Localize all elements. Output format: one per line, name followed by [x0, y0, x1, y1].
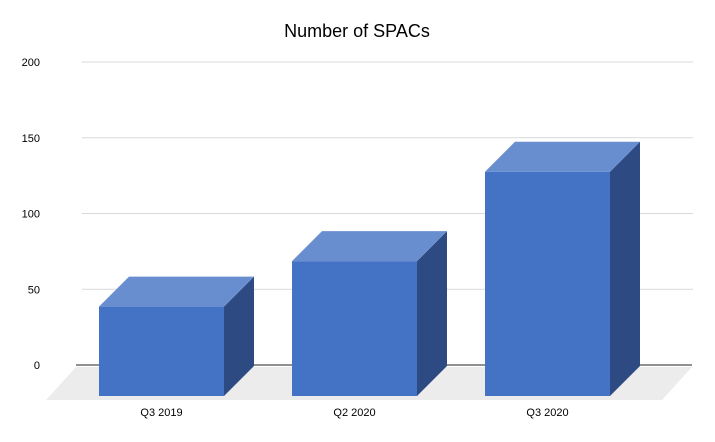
x-axis-ticks: Q3 2019 Q2 2020 Q3 2020 [140, 407, 568, 419]
y-axis-ticks: 0 50 100 150 200 [22, 57, 40, 372]
y-tick-label: 150 [22, 133, 40, 145]
x-tick-label: Q3 2019 [140, 407, 182, 419]
bar-top-face [292, 231, 447, 262]
bar [292, 231, 447, 396]
y-tick-label: 0 [34, 360, 40, 372]
bar-side-face [610, 141, 640, 396]
bar [99, 276, 254, 396]
bar-top-face [99, 276, 254, 307]
y-tick-label: 100 [22, 209, 40, 221]
bar-front-face [485, 171, 610, 396]
chart-title: Number of SPACs [284, 21, 430, 41]
y-tick-label: 50 [28, 284, 40, 296]
bar [485, 141, 640, 396]
bar-top-face [485, 141, 640, 172]
bars [99, 141, 640, 396]
bar-side-face [417, 231, 447, 396]
y-tick-label: 200 [22, 57, 40, 69]
bar-front-face [99, 306, 224, 396]
x-tick-label: Q3 2020 [526, 407, 568, 419]
bar-front-face [292, 261, 417, 396]
x-tick-label: Q2 2020 [333, 407, 375, 419]
bar-side-face [224, 276, 254, 396]
